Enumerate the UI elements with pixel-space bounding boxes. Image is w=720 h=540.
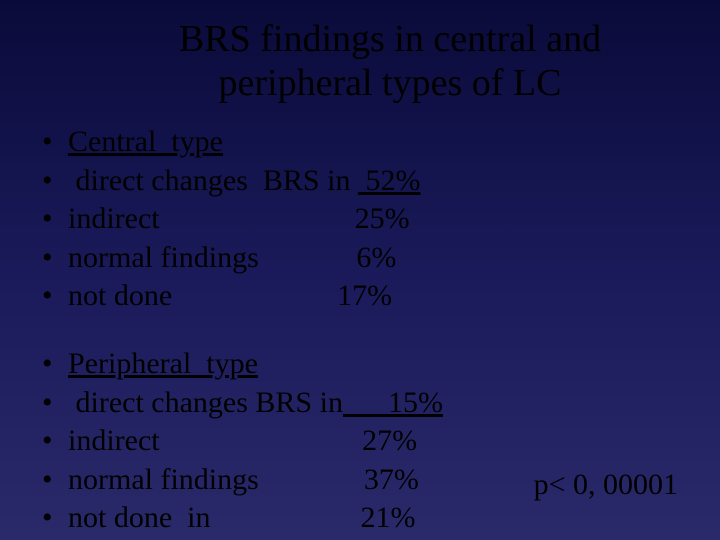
list-item: • direct changes BRS in 52% (36, 162, 720, 200)
bullet-icon: • (36, 422, 68, 460)
row-label: indirect (68, 200, 160, 238)
block-heading: Central type (68, 123, 223, 161)
row-label: not done (68, 277, 172, 315)
bullet-icon: • (36, 384, 68, 422)
row-label: normal findings (68, 239, 259, 277)
list-item: • indirect 25% (36, 200, 720, 238)
list-item: • indirect 27% (36, 422, 720, 460)
bullet-icon: • (36, 123, 68, 161)
list-item: • direct changes BRS in 15% (36, 384, 720, 422)
bullet-icon: • (36, 200, 68, 238)
row-value: 27% (160, 422, 418, 460)
bullet-icon: • (36, 499, 68, 537)
p-value: p< 0, 00001 (534, 468, 678, 502)
row-value: 6% (259, 239, 397, 277)
title-line-1: BRS findings in central and (179, 18, 601, 60)
row-label: direct changes BRS in (68, 162, 358, 200)
row-value: 15% (343, 384, 443, 422)
row-label: not done in (68, 499, 211, 537)
row-label: normal findings (68, 461, 259, 499)
row-value: 21% (211, 499, 416, 537)
bullet-icon: • (36, 345, 68, 383)
list-item: • not done in 21% (36, 499, 720, 537)
bullet-icon: • (36, 162, 68, 200)
row-value: 37% (259, 461, 419, 499)
title-line-2: peripheral types of LC (219, 62, 562, 104)
row-value: 17% (172, 277, 392, 315)
list-item: • Peripheral type (36, 345, 720, 383)
bullet-icon: • (36, 239, 68, 277)
slide-title: BRS findings in central and peripheral t… (60, 0, 720, 105)
row-label: direct changes BRS in (68, 384, 343, 422)
list-item: • not done 17% (36, 277, 720, 315)
bullet-icon: • (36, 461, 68, 499)
list-item: • normal findings 6% (36, 239, 720, 277)
list-item: • Central type (36, 123, 720, 161)
slide: BRS findings in central and peripheral t… (0, 0, 720, 540)
row-value: 52% (358, 162, 421, 200)
row-label: indirect (68, 422, 160, 460)
spacer (36, 315, 720, 345)
block-heading: Peripheral type (68, 345, 258, 383)
bullet-icon: • (36, 277, 68, 315)
row-value: 25% (160, 200, 410, 238)
